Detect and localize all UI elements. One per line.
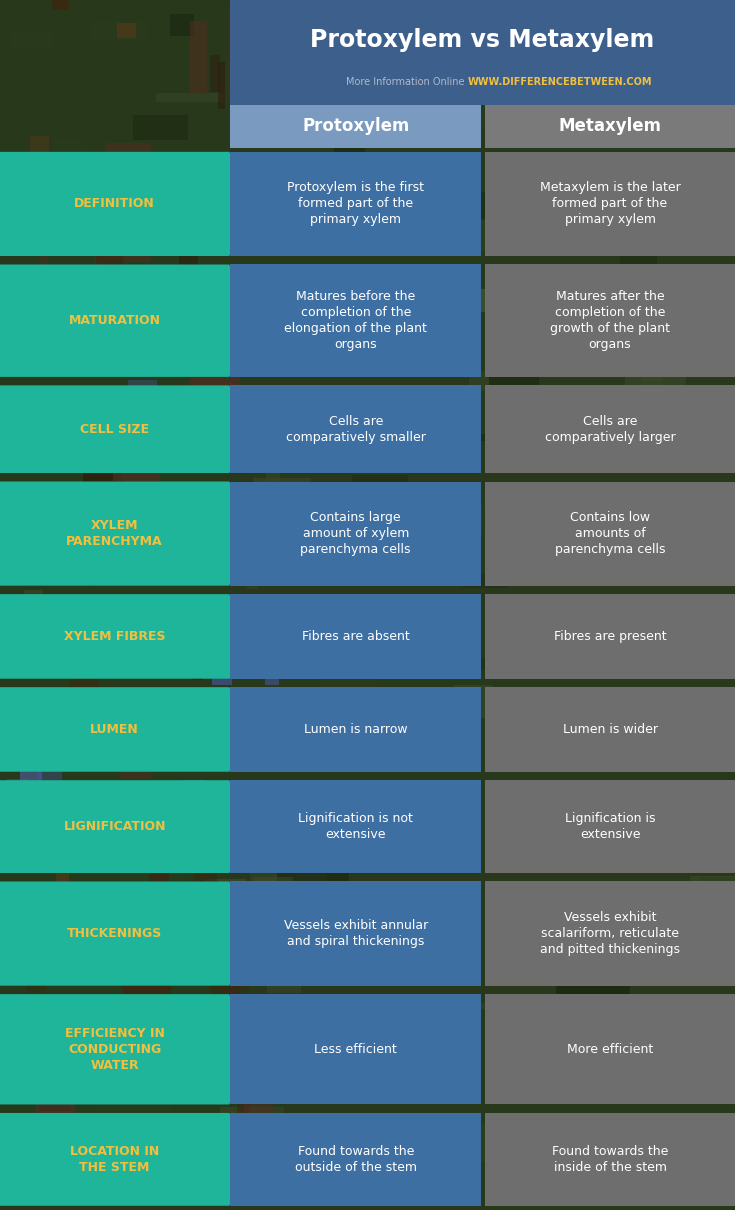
FancyBboxPatch shape [230,0,735,105]
FancyBboxPatch shape [90,1090,170,1099]
FancyBboxPatch shape [342,110,405,144]
FancyBboxPatch shape [30,822,82,829]
FancyBboxPatch shape [274,534,298,549]
FancyBboxPatch shape [645,570,720,577]
Text: CELL SIZE: CELL SIZE [80,422,149,436]
FancyBboxPatch shape [379,431,427,449]
FancyBboxPatch shape [673,899,711,911]
FancyBboxPatch shape [280,186,355,204]
FancyBboxPatch shape [302,885,315,921]
FancyBboxPatch shape [359,67,415,93]
Polygon shape [0,482,248,586]
FancyBboxPatch shape [161,538,168,548]
Text: Found towards the
inside of the stem: Found towards the inside of the stem [552,1145,668,1174]
FancyBboxPatch shape [95,252,103,290]
Text: Fibres are present: Fibres are present [553,630,667,643]
FancyBboxPatch shape [37,791,70,800]
FancyBboxPatch shape [137,414,149,431]
FancyBboxPatch shape [583,444,662,457]
FancyBboxPatch shape [40,996,70,1111]
FancyBboxPatch shape [485,882,735,986]
FancyBboxPatch shape [456,947,496,984]
FancyBboxPatch shape [190,362,240,388]
FancyBboxPatch shape [230,0,735,105]
Text: Found towards the
outside of the stem: Found towards the outside of the stem [295,1145,417,1174]
FancyBboxPatch shape [230,780,481,874]
Polygon shape [0,882,248,986]
Text: Matures before the
completion of the
elongation of the plant
organs: Matures before the completion of the elo… [284,290,427,351]
FancyBboxPatch shape [182,803,224,811]
FancyBboxPatch shape [689,530,735,559]
FancyBboxPatch shape [113,864,185,886]
Text: Vessels exhibit
scalariform, reticulate
and pitted thickenings: Vessels exhibit scalariform, reticulate … [540,911,680,956]
FancyBboxPatch shape [557,319,598,338]
FancyBboxPatch shape [318,674,377,708]
FancyBboxPatch shape [231,156,296,166]
Text: Lignification is not
extensive: Lignification is not extensive [298,812,413,841]
Polygon shape [0,152,248,257]
FancyBboxPatch shape [559,0,579,8]
FancyBboxPatch shape [42,302,109,323]
FancyBboxPatch shape [230,882,481,986]
FancyBboxPatch shape [522,957,541,973]
Text: LOCATION IN
THE STEM: LOCATION IN THE STEM [70,1145,159,1174]
FancyBboxPatch shape [230,594,481,679]
Text: Fibres are absent: Fibres are absent [302,630,409,643]
FancyBboxPatch shape [15,893,42,904]
Text: Matures after the
completion of the
growth of the plant
organs: Matures after the completion of the grow… [550,290,670,351]
FancyBboxPatch shape [267,955,301,993]
FancyBboxPatch shape [329,329,341,347]
FancyBboxPatch shape [90,19,146,40]
FancyBboxPatch shape [280,439,301,451]
FancyBboxPatch shape [463,16,496,34]
FancyBboxPatch shape [74,828,93,839]
FancyBboxPatch shape [230,482,481,586]
FancyBboxPatch shape [87,561,99,586]
FancyBboxPatch shape [13,362,33,368]
FancyBboxPatch shape [207,891,222,932]
FancyBboxPatch shape [53,316,58,353]
Text: LUMEN: LUMEN [90,722,139,736]
Text: Vessels exhibit annular
and spiral thickenings: Vessels exhibit annular and spiral thick… [284,920,428,949]
FancyBboxPatch shape [11,641,32,656]
FancyBboxPatch shape [470,288,487,312]
FancyBboxPatch shape [295,1081,373,1093]
FancyBboxPatch shape [37,766,62,785]
FancyBboxPatch shape [490,351,539,390]
FancyBboxPatch shape [114,548,130,588]
FancyBboxPatch shape [485,780,735,874]
FancyBboxPatch shape [93,698,121,711]
Text: Lumen is wider: Lumen is wider [562,722,658,736]
Text: Protoxylem vs Metaxylem: Protoxylem vs Metaxylem [310,28,655,52]
FancyBboxPatch shape [120,427,140,443]
FancyBboxPatch shape [237,753,266,761]
FancyBboxPatch shape [485,105,735,148]
Text: DEFINITION: DEFINITION [74,197,155,211]
FancyBboxPatch shape [485,1113,735,1205]
FancyBboxPatch shape [664,509,684,520]
FancyBboxPatch shape [106,143,151,263]
FancyBboxPatch shape [485,265,735,376]
FancyBboxPatch shape [492,926,541,957]
Polygon shape [0,385,248,473]
FancyBboxPatch shape [236,397,244,469]
FancyBboxPatch shape [254,640,268,652]
FancyBboxPatch shape [245,1083,273,1159]
Text: XYLEM
PARENCHYMA: XYLEM PARENCHYMA [66,519,163,548]
FancyBboxPatch shape [128,380,157,386]
FancyBboxPatch shape [132,1006,150,1045]
FancyBboxPatch shape [112,455,159,482]
FancyBboxPatch shape [264,530,271,540]
FancyBboxPatch shape [645,704,720,711]
FancyBboxPatch shape [229,332,271,339]
Text: LIGNIFICATION: LIGNIFICATION [63,820,166,834]
FancyBboxPatch shape [228,8,247,99]
Text: More Information Online: More Information Online [346,77,467,87]
Text: More efficient: More efficient [567,1043,653,1056]
FancyBboxPatch shape [434,1003,492,1009]
Text: Lignification is
extensive: Lignification is extensive [564,812,656,841]
FancyBboxPatch shape [278,315,337,333]
FancyBboxPatch shape [649,944,699,972]
FancyBboxPatch shape [210,54,220,92]
